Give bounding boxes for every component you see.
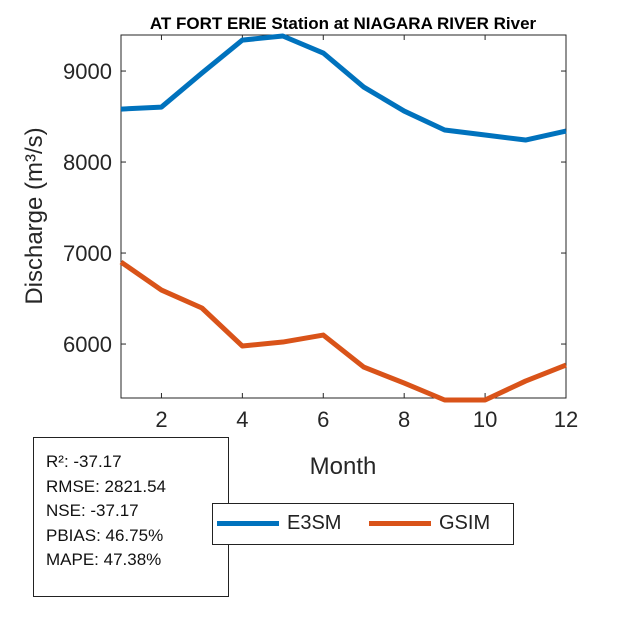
plot-area [120,34,567,399]
y-tick-label: 6000 [63,332,112,357]
stat-nse: NSE: -37.17 [46,501,139,520]
stats-box: R²: -37.17 RMSE: 2821.54 NSE: -37.17 PBI… [33,437,229,597]
x-tick-label: 10 [473,407,497,432]
x-axis-label: Month [310,453,377,480]
y-tick-label: 7000 [63,241,112,266]
y-tick-label: 9000 [63,59,112,84]
legend-swatch-gsim [369,521,431,526]
chart-title: AT FORT ERIE Station at NIAGARA RIVER Ri… [150,14,537,33]
legend: E3SM GSIM [212,503,514,545]
legend-label-gsim: GSIM [439,512,491,534]
y-axis-label: Discharge (m³/s) [21,127,48,304]
x-tick-label: 4 [236,407,248,432]
series-line-e3sm [120,33,567,143]
series-line-gsim [119,259,567,403]
stat-mape: MAPE: 47.38% [46,550,162,569]
x-tick-label: 12 [554,407,578,432]
x-tick-label: 6 [317,407,329,432]
x-tick-label: 2 [155,407,167,432]
legend-label-e3sm: E3SM [287,512,342,534]
legend-swatch-e3sm [217,521,279,526]
stat-pbias: PBIAS: 46.75% [46,525,164,545]
y-tick-label: 8000 [63,150,112,175]
stat-r2: R²: -37.17 [46,452,122,471]
stat-rmse: RMSE: 2821.54 [46,476,167,496]
legend-item-gsim: GSIM [369,512,490,535]
legend-item-e3sm: E3SM [217,512,341,535]
x-tick-label: 8 [398,407,410,432]
